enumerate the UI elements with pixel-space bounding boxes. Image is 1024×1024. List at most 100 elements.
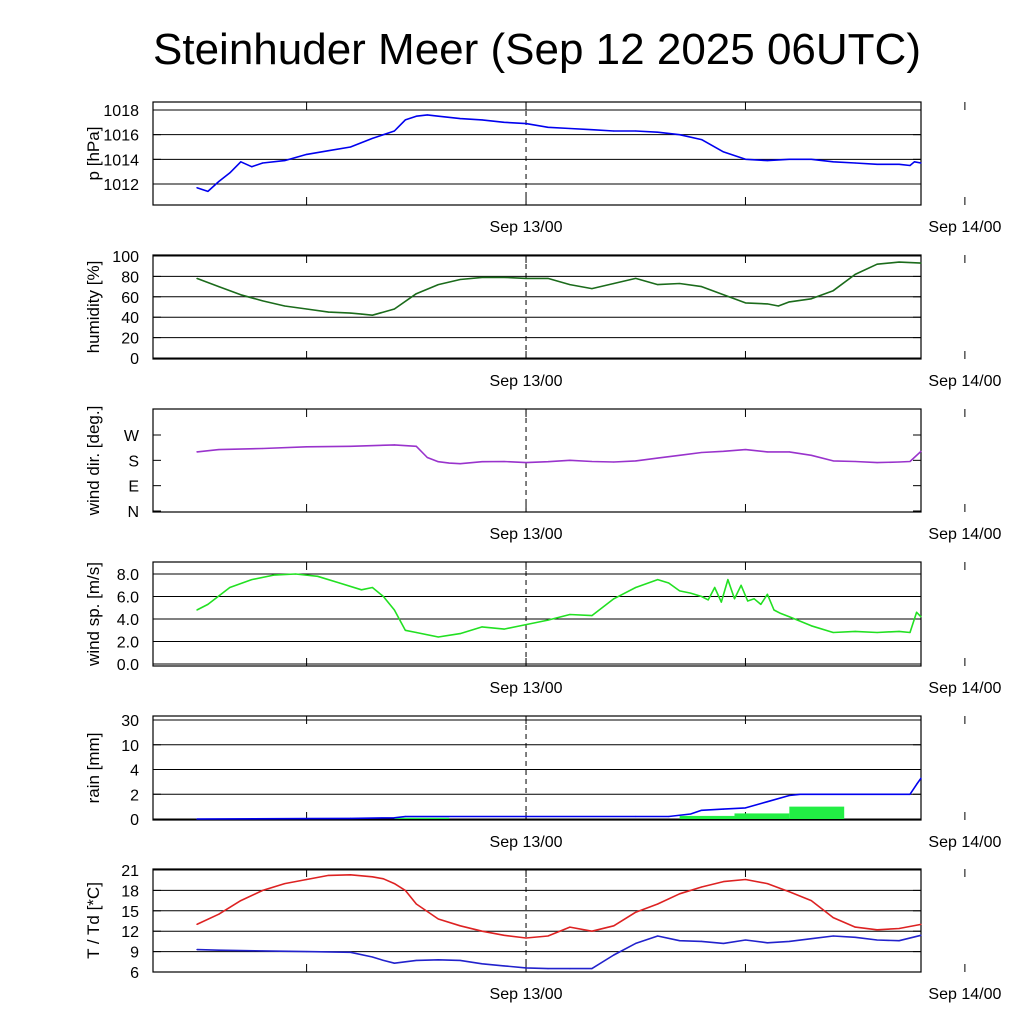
wind-speed-point [657, 579, 659, 581]
pressure-ytick-label: 1018 [103, 103, 139, 120]
humidity-point [569, 283, 571, 286]
temperature-dewpoint-point [481, 963, 483, 965]
wind-speed-point [525, 624, 527, 626]
wind-direction-point [909, 460, 911, 463]
wind-speed-point [753, 598, 755, 600]
wind-speed-ytick-label: 6.0 [117, 590, 139, 607]
pressure-point [788, 158, 790, 160]
humidity-point [284, 305, 286, 307]
wind-speed-point [415, 631, 417, 634]
rain-xtick-label: Sep 14/00 [928, 834, 1001, 851]
temperature-dewpoint-point [459, 959, 461, 962]
humidity-point [349, 312, 352, 314]
temperature-dewpoint-ytick-label: 6 [130, 965, 139, 982]
rain-point [700, 809, 703, 811]
wind-direction-frame [152, 408, 922, 513]
wind-speed-point [909, 631, 911, 634]
temperature-dewpoint-point [218, 949, 220, 951]
wind-speed-point [898, 630, 900, 632]
wind-speed-point [854, 630, 856, 632]
wind-direction-point [766, 451, 769, 453]
wind-direction-point [722, 450, 725, 452]
wind-speed-frame [152, 561, 922, 667]
wind-direction-point [854, 460, 856, 463]
pressure-ytick-label: 1012 [103, 177, 139, 194]
temperature-dewpoint-point [788, 940, 790, 943]
rain-ytick-label: 2 [130, 787, 139, 804]
wind-direction-point [569, 459, 571, 461]
temperature-dewpoint-point [591, 930, 593, 932]
rain-point [196, 818, 198, 820]
pressure-point [327, 150, 330, 152]
wind-direction-point [437, 461, 439, 463]
humidity-point [415, 293, 417, 295]
wind-direction-point [810, 454, 812, 456]
temperature-dewpoint-point [635, 942, 637, 945]
pressure-point [854, 162, 856, 164]
wind-direction-point [306, 446, 308, 448]
wind-direction-point [788, 451, 790, 453]
pressure-point [415, 115, 417, 117]
humidity-ytick-label: 0 [130, 351, 139, 368]
humidity-point [591, 288, 593, 290]
humidity-point [898, 261, 900, 263]
pressure-point [920, 162, 922, 164]
temperature-dewpoint-point [415, 903, 417, 905]
wind-speed-point [788, 616, 790, 618]
wind-speed-point [920, 616, 922, 618]
rain-ytick-label: 10 [121, 738, 139, 755]
humidity-series-humidity [196, 261, 922, 317]
wind-direction-point [481, 461, 483, 463]
rain-point [349, 817, 352, 819]
pressure-point [525, 122, 527, 125]
wind-speed-point [229, 586, 231, 589]
temperature-dewpoint-point [766, 883, 769, 885]
pressure-xtick-label: Sep 14/00 [928, 219, 1001, 236]
wind-direction-point [218, 449, 220, 451]
pressure-point [251, 166, 253, 168]
wind-speed-point [547, 619, 549, 621]
rain-point [876, 793, 878, 795]
rain-point [898, 793, 900, 795]
rain-point [920, 777, 922, 779]
rain-point [909, 793, 911, 795]
temperature-dewpoint-point [810, 938, 812, 940]
temperature-dewpoint-point [876, 939, 878, 941]
pressure-point [744, 158, 747, 160]
rain-bar [734, 813, 790, 819]
humidity-point [766, 303, 769, 305]
wind-direction-point [591, 460, 593, 463]
wind-direction-point [349, 445, 352, 447]
wind-speed-point [393, 609, 395, 611]
wind-speed-point [338, 582, 341, 584]
humidity-point [810, 298, 812, 300]
rain-ytick-label: 0 [130, 812, 139, 829]
temperature-dewpoint-point [503, 965, 505, 967]
wind-direction-xtick-label: Sep 13/00 [490, 526, 563, 543]
temperature-dewpoint-point [327, 874, 330, 877]
rain-point [810, 793, 812, 795]
wind-direction-point [679, 454, 681, 456]
rain-ylabel: rain [mm] [84, 733, 103, 804]
humidity-point [196, 277, 198, 280]
rain-bar [394, 817, 450, 819]
pressure-point [207, 190, 209, 192]
temperature-dewpoint-point [898, 940, 900, 942]
wind-speed-xtick-label: Sep 14/00 [928, 680, 1001, 697]
wind-speed-point [404, 629, 406, 631]
wind-speed-ytick-label: 4.0 [117, 612, 139, 629]
wind-direction-xtick-label: Sep 14/00 [928, 526, 1001, 543]
humidity-point [876, 263, 878, 265]
pressure-point [229, 172, 231, 174]
humidity-ytick-label: 100 [112, 249, 139, 266]
wind-speed-point [740, 584, 742, 586]
wind-direction-point [547, 461, 549, 463]
temperature-dewpoint-ytick-label: 21 [121, 863, 139, 880]
humidity-ytick-label: 80 [121, 269, 139, 286]
temperature-dewpoint-point [437, 918, 439, 920]
temperature-dewpoint-point [744, 878, 747, 881]
wind-direction-ytick-label: S [128, 453, 139, 470]
wind-speed-ytick-label: 2.0 [117, 635, 139, 652]
pressure-point [810, 158, 812, 160]
humidity-point [679, 282, 681, 285]
